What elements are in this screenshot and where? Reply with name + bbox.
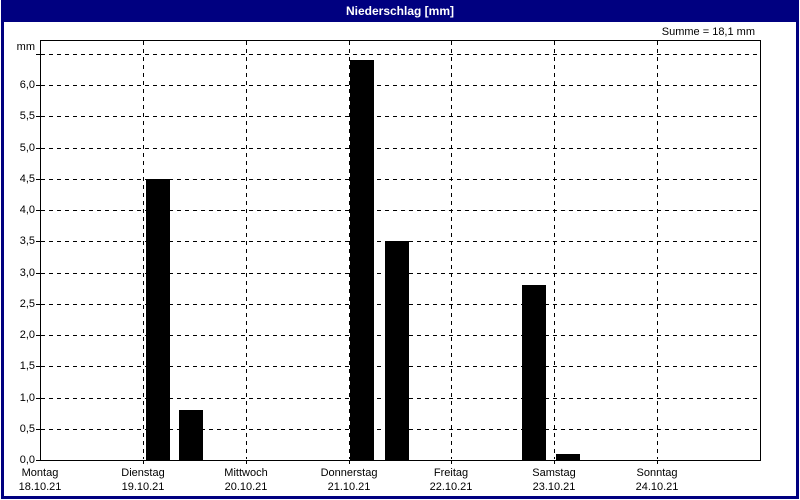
y-tick <box>36 210 40 211</box>
precipitation-bar <box>385 241 409 460</box>
x-tick <box>657 461 658 464</box>
x-gridline <box>349 41 350 459</box>
day-label: Montag <box>21 467 59 479</box>
y-tick-label: 2,5 <box>19 298 35 310</box>
y-tick <box>36 366 40 367</box>
y-tick-label: 0,5 <box>19 423 35 435</box>
y-tick-label: 4,5 <box>19 173 35 185</box>
sum-label: Summe = 18,1 mm <box>661 26 755 38</box>
date-label: 24.10.21 <box>635 481 679 493</box>
y-tick <box>36 148 40 149</box>
y-tick <box>36 273 40 274</box>
x-tick <box>349 461 350 464</box>
y-gridline <box>41 210 759 211</box>
x-tick <box>246 461 247 464</box>
y-tick <box>36 335 40 336</box>
y-tick <box>36 460 40 461</box>
precipitation-bar <box>350 60 374 460</box>
y-tick <box>36 398 40 399</box>
date-label: 22.10.21 <box>429 481 473 493</box>
y-tick <box>36 241 40 242</box>
y-tick <box>36 116 40 117</box>
x-tick <box>451 461 452 464</box>
x-gridline <box>657 41 658 459</box>
precipitation-bar <box>146 179 170 460</box>
y-tick-label: 2,0 <box>19 329 35 341</box>
day-label: Freitag <box>433 467 469 479</box>
y-tick <box>36 85 40 86</box>
day-label: Samstag <box>532 467 576 479</box>
x-tick <box>143 461 144 464</box>
date-label: 20.10.21 <box>224 481 268 493</box>
y-gridline <box>41 148 759 149</box>
y-tick-label: 5,5 <box>19 110 35 122</box>
y-tick-label: 1,0 <box>19 392 35 404</box>
x-gridline <box>246 41 247 459</box>
y-tick-label: 5,0 <box>19 142 35 154</box>
y-tick <box>36 304 40 305</box>
y-tick <box>36 54 40 55</box>
y-gridline <box>41 179 759 180</box>
day-label: Dienstag <box>121 467 165 479</box>
y-tick-label: 0,0 <box>19 454 35 466</box>
day-label: Mittwoch <box>224 467 268 479</box>
y-gridline <box>41 116 759 117</box>
y-gridline <box>41 85 759 86</box>
date-label: 23.10.21 <box>532 481 576 493</box>
y-tick-label: 3,5 <box>19 235 35 247</box>
y-axis-unit-label: mm <box>16 41 35 53</box>
chart-title: Niederschlag [mm] <box>345 4 455 18</box>
date-label: 19.10.21 <box>121 481 165 493</box>
day-label: Donnerstag <box>320 467 378 479</box>
x-gridline <box>451 41 452 459</box>
x-tick <box>554 461 555 464</box>
x-gridline <box>554 41 555 459</box>
y-tick-label: 1,5 <box>19 360 35 372</box>
y-tick-label: 4,0 <box>19 204 35 216</box>
date-label: 18.10.21 <box>18 481 62 493</box>
plot-area <box>40 40 761 461</box>
y-tick-label: 6,0 <box>19 79 35 91</box>
precipitation-bar <box>522 285 546 460</box>
x-gridline <box>143 41 144 459</box>
title-bar: Niederschlag [mm] <box>1 0 799 22</box>
y-gridline <box>41 54 759 55</box>
y-tick <box>36 179 40 180</box>
y-tick-label: 3,0 <box>19 267 35 279</box>
y-tick <box>36 429 40 430</box>
day-label: Sonntag <box>636 467 678 479</box>
precipitation-bar <box>556 454 580 460</box>
precipitation-bar <box>179 410 203 460</box>
date-label: 21.10.21 <box>327 481 371 493</box>
